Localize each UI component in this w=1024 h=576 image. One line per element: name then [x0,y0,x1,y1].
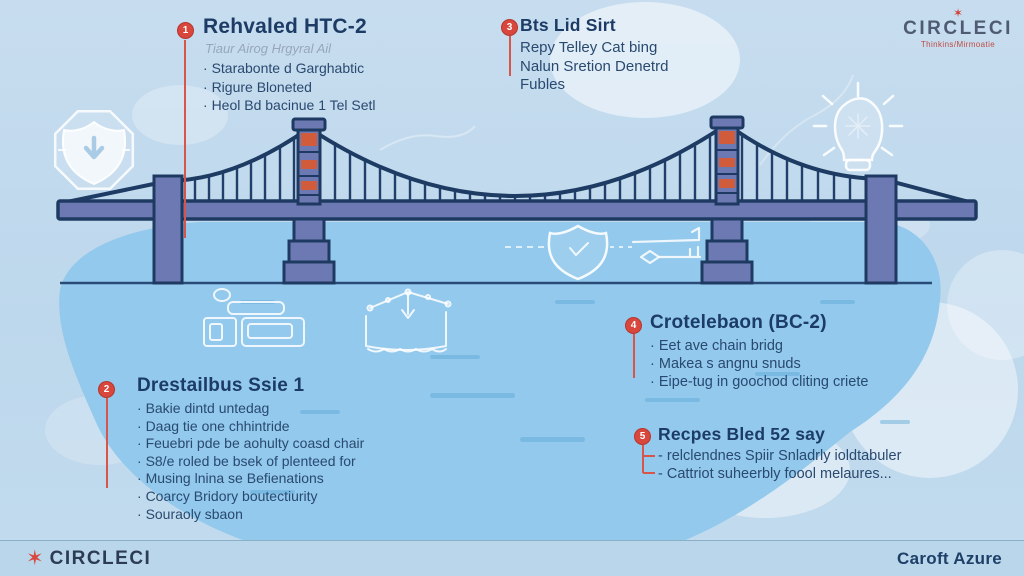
list-item: Coarcy Bridory boutectiurity [137,488,427,506]
marker-3-number: 3 [506,22,513,33]
list-item: Feuebri pde be aohulty coasd chair [137,435,427,453]
marker-4: 4 [625,317,642,334]
right-anchor-pillar [864,174,898,285]
callout-5-title: Recpes Bled 52 say [658,424,826,444]
marker-5-number: 5 [639,431,646,442]
callout-connectors [106,36,655,488]
list-item: Fubles [520,76,566,93]
header-logo-text: CIRCLECI [903,18,1013,39]
key-icon [631,226,702,265]
list-item: Eipe-tug in goochod cliting criete [650,373,920,391]
footer-brand: ✶ CIRCLECI [26,548,151,570]
list-item: Rigure Bloneted [203,78,473,97]
header-logo: ✶ CIRCLECI Thinkins/Mirmoatie [897,6,1019,50]
callout-3-title: Bts Lid Sirt [520,15,616,35]
suspension-bridge [56,115,978,285]
list-item: S8/e roled be bsek of plenteed for [137,453,427,471]
callout-1-title: Rehvaled HTC-2 [203,15,367,38]
list-item: Cattriot suheerbly foool melaures... [658,466,968,484]
list-item: Souraoly sbaon [137,506,427,524]
footer-logo-text: CIRCLECI [49,547,152,569]
callout-1-list: Starabonte d Garghabtic Rigure Bloneted … [203,59,473,115]
callout-2-title: Drestailbus Ssie 1 [137,375,305,396]
connector-bracket-5 [642,445,655,474]
marker-1: 1 [177,22,194,39]
lightbulb-icon [812,81,904,172]
bridge-deck [56,199,978,221]
list-item: Eet ave chain bridg [650,337,920,355]
left-anchor-pillar [152,174,184,285]
callout-1-subtitle: Tiaur Airog Hrgyral Ail [205,41,332,56]
callout-3: Bts Lid Sirt Repy Telley Cat bing Nalun … [520,15,750,95]
shield-check-icon [505,224,636,281]
callout-2: Drestailbus Ssie 1 Bakie dintd untedag D… [137,375,427,523]
boat-icon [365,288,452,353]
marker-2-number: 2 [103,384,110,395]
leaf-star-icon: ✶ [26,546,44,570]
list-item: Bakie dintd untedag [137,400,427,418]
list-item: Repy Telley Cat bing [520,39,658,56]
octagon-download-badge-icon [53,109,135,191]
star-icon: ✶ [952,6,964,20]
footer-partner-text: Caroft Azure [897,548,1002,568]
list-item: Musing lnina se Befienations [137,470,427,488]
footer-bar: ✶ CIRCLECI Caroft Azure [0,540,1024,576]
callout-3-list: Repy Telley Cat bing Nalun Sretion Denet… [520,39,750,95]
callout-5-list: relclendnes Spiir Snladrly ioldtabuler C… [658,448,968,483]
list-item: Starabonte d Garghabtic [203,59,473,78]
list-item: Nalun Sretion Denetrd [520,57,669,75]
marker-5: 5 [634,428,651,445]
right-main-tower [700,115,754,285]
callout-2-list: Bakie dintd untedag Daag tie one chhintr… [137,400,427,523]
list-item: Heol Bd bacinue 1 Tel Setl [203,96,473,115]
list-item: Makea s angnu snuds [650,355,920,373]
list-item: Daag tie one chhintride [137,418,427,436]
marker-2: 2 [98,381,115,398]
left-main-tower [282,117,336,285]
callout-4-title: Crotelebaon (BC-2) [650,312,827,333]
callout-4: Crotelebaon (BC-2) Eet ave chain bridg M… [650,312,920,391]
marker-3: 3 [501,19,518,36]
callout-4-list: Eet ave chain bridg Makea s angnu snuds … [650,337,920,391]
list-item: relclendnes Spiir Snladrly ioldtabuler [658,448,968,466]
callout-5: Recpes Bled 52 say relclendnes Spiir Snl… [658,424,968,483]
callout-1: Rehvaled HTC-2 Tiaur Airog Hrgyral Ail S… [203,15,473,115]
truck-icon [203,288,305,347]
marker-1-number: 1 [182,25,189,36]
marker-4-number: 4 [630,320,637,331]
header-logo-tagline: Thinkins/Mirmoatie [920,40,996,49]
